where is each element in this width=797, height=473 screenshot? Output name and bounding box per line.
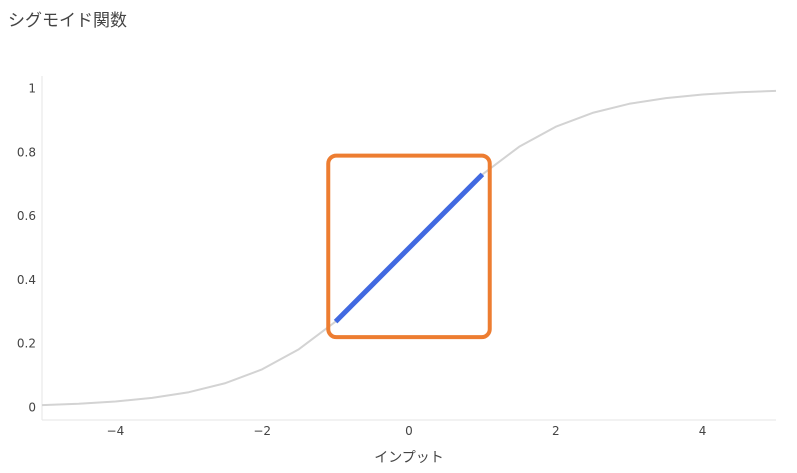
x-tick-label: 0 bbox=[405, 424, 413, 438]
linear-approximation-line bbox=[333, 172, 485, 324]
plot-area bbox=[41, 89, 777, 407]
annotations bbox=[326, 153, 492, 340]
y-tick-label: 0.4 bbox=[17, 273, 36, 287]
x-axis-title: インプット bbox=[374, 450, 444, 466]
x-tick-label: 4 bbox=[699, 424, 707, 438]
axes: −4 −2 0 2 4 0 0.2 0.4 0.6 0.8 1 bbox=[17, 76, 776, 438]
y-tick-label: 0.8 bbox=[17, 145, 36, 159]
y-tick-label: 0.2 bbox=[17, 337, 36, 351]
y-tick-label: 1 bbox=[28, 82, 36, 96]
x-tick-label: −2 bbox=[253, 424, 271, 438]
x-tick-label: 2 bbox=[552, 424, 560, 438]
y-tick-label: 0.6 bbox=[17, 209, 36, 223]
chart-title: シグモイド関数 bbox=[8, 11, 127, 31]
x-tick-label: −4 bbox=[107, 424, 125, 438]
highlight-box bbox=[326, 153, 492, 340]
y-tick-label: 0 bbox=[28, 400, 36, 414]
